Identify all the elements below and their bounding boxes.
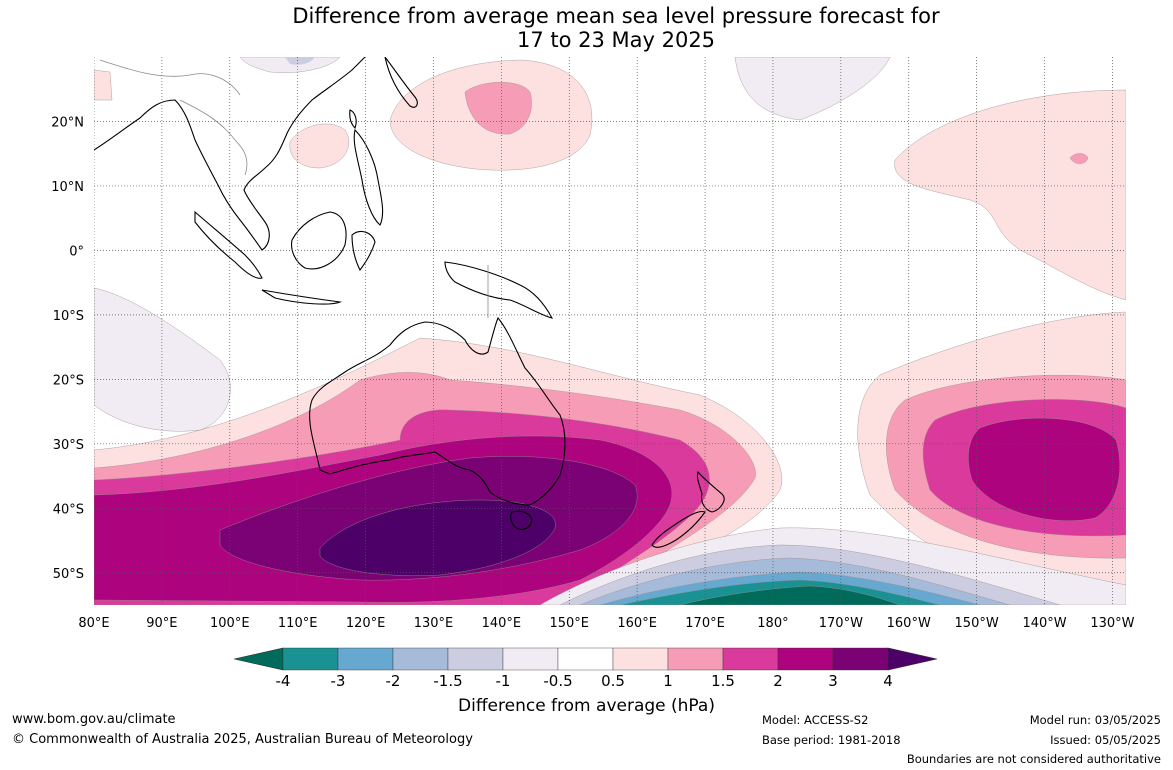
lon-tick-label: 150°W: [955, 616, 999, 631]
lon-tick-label: 140°E: [482, 616, 522, 631]
colorbar: -4 -3 -2 -1.5 -1 -0.5 0.5 1 1.5 2 3 4: [233, 647, 938, 690]
anomaly-nw-pacific-1: [464, 82, 532, 135]
colorbar-extend-high: [887, 647, 938, 671]
sumatra-coast: [194, 210, 263, 279]
colorbar-segment: [282, 647, 339, 671]
lon-tick-label: 130°W: [1090, 616, 1134, 631]
lon-tick-label: 170°W: [819, 616, 863, 631]
negative-band-5: [679, 585, 901, 605]
lon-tick-label: 120°E: [346, 616, 386, 631]
taiwan-coast: [349, 109, 357, 129]
negative-north-top: [239, 57, 341, 73]
lon-tick-label: 140°W: [1022, 616, 1066, 631]
anomaly-ne-pacific-light: [894, 89, 1126, 301]
colorbar-tick-label: -1: [496, 672, 511, 690]
colorbar-tick-label: -4: [276, 672, 291, 690]
coastlines: [94, 57, 725, 548]
base-period: Base period: 1981-2018: [762, 733, 901, 747]
colorbar-tick-label: -0.5: [543, 672, 572, 690]
colorbar-tick-label: 1: [663, 672, 673, 690]
lat-tick-label: 40°S: [53, 502, 84, 517]
colorbar-segment: [832, 647, 889, 671]
latitude-labels: 20°N 10°N 0° 10°S 20°S 30°S 40°S 50°S: [51, 115, 84, 581]
map-gridlines: [94, 57, 1126, 605]
lat-tick-label: 10°N: [51, 180, 84, 195]
anomaly-band-5: [319, 499, 556, 576]
model-run-date: Model run: 03/05/2025: [1029, 713, 1161, 727]
sulawesi-coast: [351, 230, 376, 272]
website-link[interactable]: www.bom.gov.au/climate: [12, 712, 176, 727]
new-zealand-south-coast: [651, 510, 706, 548]
colorbar-segment: [337, 647, 394, 671]
lon-tick-label: 90°E: [146, 616, 177, 631]
colorbar-segment: [502, 647, 559, 671]
lat-tick-label: 30°S: [53, 438, 84, 453]
asia-mainland-coast: [94, 57, 366, 251]
java-coast: [261, 289, 343, 305]
title-line-2: 17 to 23 May 2025: [516, 28, 716, 52]
title-line-1: Difference from average mean sea level p…: [292, 4, 940, 28]
colorbar-tick-label: 1.5: [711, 672, 735, 690]
colorbar-tick-label: -1.5: [433, 672, 462, 690]
lon-tick-label: 100°E: [210, 616, 250, 631]
lat-tick-label: 10°S: [53, 309, 84, 324]
issued-date: Issued: 05/05/2025: [1050, 733, 1161, 747]
colorbar-segment: [777, 647, 834, 671]
lon-tick-label: 110°E: [278, 616, 318, 631]
colorbar-title: Difference from average (hPa): [458, 696, 715, 716]
lon-tick-label: 170°E: [685, 616, 725, 631]
australia-coast: [309, 316, 566, 506]
lat-tick-label: 20°N: [51, 115, 84, 130]
colorbar-extend-low: [233, 647, 284, 671]
colorbar-segment: [612, 647, 669, 671]
lat-tick-label: 20°S: [53, 373, 84, 388]
copyright-text: © Commonwealth of Australia 2025, Austra…: [12, 732, 473, 747]
colorbar-segment: [447, 647, 504, 671]
new-guinea-coast: [444, 261, 554, 319]
lon-tick-label: 130°E: [414, 616, 454, 631]
negative-north-top-2: [285, 57, 315, 65]
colorbar-tick-label: 3: [828, 672, 838, 690]
colorbar-segment: [392, 647, 449, 671]
japan-coast: [384, 57, 418, 108]
colorbar-tick-label: 0.5: [601, 672, 625, 690]
philippines-coast: [353, 128, 384, 226]
boundaries-disclaimer: Boundaries are not considered authoritat…: [906, 752, 1161, 766]
colorbar-tick-label: 2: [773, 672, 783, 690]
negative-north-pacific: [734, 57, 891, 121]
lat-tick-label: 0°: [69, 244, 84, 259]
colorbar-segment: [667, 647, 724, 671]
colorbar-tick-label: -2: [386, 672, 401, 690]
lat-tick-label: 50°S: [53, 567, 84, 582]
chart-title: Difference from average mean sea level p…: [0, 4, 1173, 52]
new-zealand-north-coast: [696, 470, 725, 513]
pressure-anomaly-map: [94, 57, 1126, 605]
colorbar-segment: [557, 647, 614, 671]
anomaly-ne-pacific-1: [1069, 153, 1089, 164]
longitude-labels: 80°E 90°E 100°E 110°E 120°E 130°E 140°E 150°E 16…: [78, 616, 1134, 631]
negative-indian-ocean: [94, 287, 231, 432]
tasmania-coast: [510, 510, 533, 530]
anomaly-philippine-light: [289, 123, 349, 169]
colorbar-tick-label: 4: [883, 672, 893, 690]
lon-tick-label: 150°E: [549, 616, 589, 631]
colorbar-tick-label: -3: [331, 672, 346, 690]
country-borders: [99, 59, 489, 318]
lon-tick-label: 160°E: [617, 616, 657, 631]
lon-tick-label: 160°W: [887, 616, 931, 631]
lon-tick-label: 80°E: [78, 616, 109, 631]
anomaly-china-light: [94, 69, 113, 101]
model-name: Model: ACCESS-S2: [762, 713, 869, 727]
colorbar-segment: [722, 647, 779, 671]
lon-tick-label: 180°: [757, 616, 788, 631]
